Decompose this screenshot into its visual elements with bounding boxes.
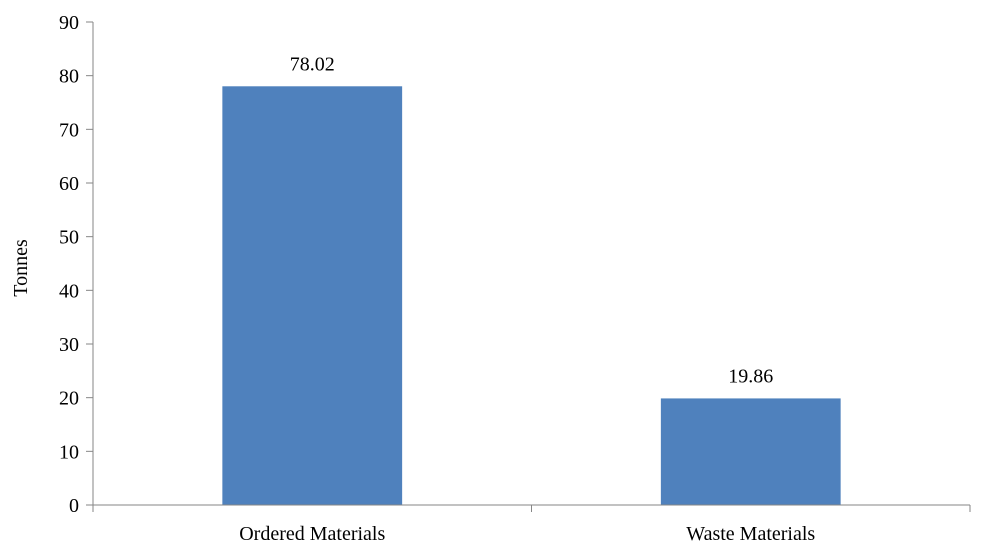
data-label: 78.02: [290, 53, 335, 75]
y-tick-label: 50: [59, 227, 79, 249]
y-tick-label: 90: [59, 12, 79, 34]
y-axis-ticks: 0 10 20 30 40 50 60 70 80 90: [59, 12, 93, 517]
x-category-label: Waste Materials: [686, 523, 815, 545]
y-tick-label: 80: [59, 66, 79, 88]
category-labels: Ordered Materials Waste Materials: [239, 523, 815, 545]
x-category-label: Ordered Materials: [239, 523, 385, 545]
bars: 78.02 19.86: [222, 53, 841, 505]
y-tick-label: 60: [59, 173, 79, 195]
bar: [660, 398, 841, 505]
y-tick-label: 0: [69, 495, 79, 517]
y-tick-label: 30: [59, 334, 79, 356]
y-tick-label: 20: [59, 388, 79, 410]
y-axis-title: Tonnes: [10, 239, 32, 297]
y-tick-label: 10: [59, 441, 79, 463]
y-tick-label: 70: [59, 119, 79, 141]
data-label: 19.86: [728, 365, 773, 387]
y-tick-label: 40: [59, 280, 79, 302]
bar: [222, 86, 403, 505]
axes: [92, 22, 971, 512]
